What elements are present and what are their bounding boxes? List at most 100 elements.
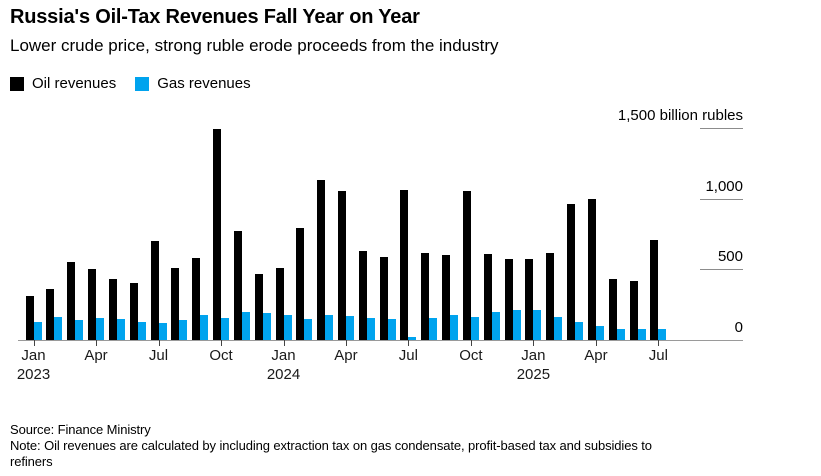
legend-gas-label: Gas revenues [157,75,251,92]
x-tickmark-apr-2024 [345,340,347,346]
gas-bar-nov-2023 [241,311,250,340]
gas-swatch-icon [135,76,150,91]
y-axis-label-1500: 1,500 billion rubles [617,107,743,125]
gas-bar-sep-2023 [200,315,209,340]
chart-subtitle: Lower crude price, strong ruble erode pr… [10,36,499,55]
x-axis-label-jan-2023: Jan [21,347,46,364]
x-axis-label-oct-2023: Oct [209,347,233,364]
oil-bar-may-2023 [108,279,117,340]
oil-bar-mar-2023 [67,261,76,340]
gas-bar-feb-2025 [554,317,563,340]
gas-bar-apr-2025 [595,325,604,340]
x-tickmark-jan-2023 [33,340,35,346]
x-axis-label-oct-2024: Oct [459,347,483,364]
page-title: Russia's Oil-Tax Revenues Fall Year on Y… [10,6,420,28]
gas-bar-sep-2024 [450,314,459,340]
gas-bar-feb-2024 [304,318,313,340]
gas-bar-may-2023 [116,318,125,340]
gas-bar-feb-2023 [54,316,63,340]
legend-item-gas: Gas revenues [135,75,251,92]
gas-bar-jan-2023 [33,322,42,340]
oil-bar-jan-2023 [25,296,34,340]
x-axis-label-jul-2024: Jul [398,347,418,364]
y-gridtick-1500 [700,128,743,130]
x-axis-label-jul-2025: Jul [648,347,668,364]
gas-bar-apr-2024 [345,316,354,340]
x-tickmark-apr-2023 [96,340,97,346]
gas-bar-dec-2023 [262,313,271,340]
gas-bar-aug-2023 [179,320,188,340]
oil-bar-may-2024 [358,251,367,340]
oil-swatch-icon [10,76,24,91]
oil-bar-oct-2023 [213,128,221,340]
oil-bar-apr-2024 [337,191,346,340]
oil-bar-nov-2023 [233,230,242,340]
oil-bar-mar-2024 [317,179,326,340]
gas-bar-mar-2024 [325,314,334,340]
oil-bar-dec-2024 [504,258,513,340]
gas-bar-jan-2025 [533,309,542,340]
gas-bar-mar-2025 [575,322,584,340]
oil-bar-apr-2025 [587,198,596,340]
gas-bar-oct-2024 [470,316,479,340]
x-axis-label-jan-2024: Jan [271,347,296,364]
gas-bar-jul-2025 [658,329,667,340]
x-axis-year-2024: 2024 [266,366,301,383]
legend-item-oil: Oil revenues [10,75,116,92]
oil-bar-aug-2023 [171,268,180,340]
gas-bar-jun-2024 [387,318,396,340]
y-axis-label-0: 0 [734,319,743,336]
x-tickmark-jul-2023 [158,340,160,346]
gas-bar-mar-2023 [75,320,84,340]
x-tickmark-jan-2024 [283,340,285,346]
oil-bar-jun-2023 [129,282,138,340]
oil-bar-feb-2025 [546,253,555,340]
oil-bar-jul-2023 [150,241,159,340]
x-axis-year-2025: 2025 [516,366,551,383]
gas-bar-nov-2024 [491,311,500,340]
oil-bar-feb-2023 [46,288,55,340]
gas-bar-jan-2024 [283,315,292,340]
oil-bar-nov-2024 [483,253,492,340]
y-gridtick-500 [700,269,743,271]
legend: Oil revenues Gas revenues [10,75,251,92]
oil-bar-dec-2023 [254,273,263,340]
oil-bar-apr-2023 [88,269,96,340]
oil-bar-sep-2024 [442,255,451,340]
gas-bar-apr-2023 [96,318,104,340]
legend-oil-label: Oil revenues [32,75,117,92]
x-axis-year-2023: 2023 [16,366,51,383]
x-axis-label-apr-2023: Apr [84,347,108,364]
gas-bar-jul-2024 [408,336,417,340]
gas-bar-oct-2023 [221,318,229,340]
gas-bar-aug-2024 [429,318,438,340]
gas-bar-dec-2024 [512,309,521,340]
x-tickmark-jul-2024 [408,340,410,346]
x-axis-label-apr-2025: Apr [584,347,608,364]
gas-bar-may-2025 [616,328,625,340]
source-text: Source: Finance Ministry [10,422,151,437]
x-tickmark-oct-2024 [470,340,472,346]
footer: Source: Finance Ministry Note: Oil reven… [10,422,672,470]
oil-bar-aug-2024 [421,252,430,340]
x-axis-line [18,340,743,341]
x-axis-label-apr-2024: Apr [334,347,358,364]
oil-bar-jul-2024 [400,189,409,340]
oil-bar-oct-2024 [462,191,471,340]
x-axis-label-jul-2023: Jul [148,347,169,364]
y-axis-label-1000: 1,000 [705,177,743,195]
gas-bar-jun-2023 [137,322,146,340]
oil-bar-jan-2025 [525,258,534,340]
y-axis-label-500: 500 [717,248,743,266]
x-tickmark-jul-2025 [658,340,660,346]
oil-bar-mar-2025 [567,204,576,340]
x-tickmark-apr-2025 [595,340,597,346]
oil-bar-feb-2024 [296,227,305,340]
gas-bar-may-2024 [366,318,375,340]
x-axis-label-jan-2025: Jan [521,347,546,364]
oil-bar-jul-2025 [650,239,659,340]
x-tickmark-jan-2025 [533,340,535,346]
oil-bar-sep-2023 [192,258,201,340]
